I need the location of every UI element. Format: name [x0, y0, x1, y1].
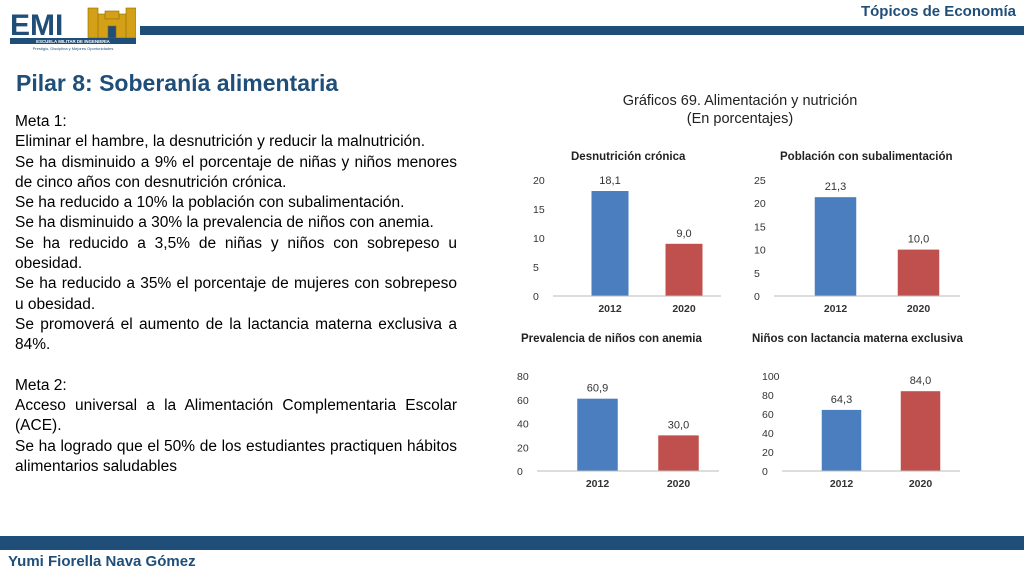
y-tick-label: 60 — [517, 395, 529, 407]
y-tick-label: 25 — [754, 175, 766, 187]
y-tick-label: 5 — [533, 262, 539, 274]
bullet-item: Se ha reducido a 10% la población con su… — [15, 194, 405, 212]
x-tick-label: 2020 — [667, 478, 691, 490]
data-label: 30,0 — [668, 419, 689, 431]
data-label: 21,3 — [825, 181, 846, 193]
bullet-item: Se promoverá el aumento de la lactancia … — [15, 315, 457, 354]
data-label: 18,1 — [599, 175, 620, 187]
charts-title: Gráficos 69. Alimentación y nutrición — [622, 93, 858, 109]
bullet-item: Se ha disminuido a 30% la prevalencia de… — [15, 214, 434, 232]
text-column: Meta 1: Eliminar el hambre, la desnutric… — [15, 112, 457, 477]
bullet-item: Se ha disminuido a 9% el porcentaje de n… — [15, 153, 457, 191]
slide-title: Pilar 8: Soberanía alimentaria — [16, 70, 339, 96]
y-tick-label: 20 — [517, 442, 529, 454]
y-tick-label: 60 — [762, 409, 774, 421]
y-tick-label: 0 — [754, 291, 760, 303]
charts-subtitle: (En porcentajes) — [686, 111, 794, 127]
meta1-heading: Meta 1: — [15, 113, 67, 130]
y-tick-label: 15 — [754, 221, 766, 233]
chart-title: Desnutrición crónica — [571, 151, 686, 163]
bullet-item: Se ha reducido a 3,5% de niñas y niños c… — [15, 234, 457, 273]
y-tick-label: 10 — [533, 233, 545, 245]
y-tick-label: 0 — [762, 466, 768, 478]
meta2-result: Se ha logrado que el 50% de los estudian… — [15, 437, 457, 476]
bar — [814, 197, 857, 296]
x-tick-label: 2020 — [909, 478, 933, 490]
data-label: 84,0 — [910, 375, 931, 387]
castle-icon — [87, 7, 136, 39]
chart-anemia: Prevalencia de niños con anemia 0 20 40 60 80… — [517, 333, 719, 490]
header-bar — [140, 26, 1024, 35]
footer-bar — [0, 536, 1024, 550]
data-label: 10,0 — [908, 234, 929, 246]
y-tick-label: 40 — [762, 428, 774, 440]
logo-band — [10, 38, 136, 44]
data-label: 64,3 — [831, 394, 852, 406]
logo-text: EMI — [10, 9, 63, 42]
y-tick-label: 15 — [533, 204, 545, 216]
y-tick-label: 80 — [762, 390, 774, 402]
author-name: Yumi Fiorella Nava Gómez — [8, 553, 196, 570]
y-tick-label: 10 — [754, 245, 766, 257]
emi-logo: EMI ESCUELA MILITAR DE INGENIERIA Presti… — [10, 7, 136, 51]
data-label: 60,9 — [587, 383, 608, 395]
x-tick-label: 2020 — [672, 303, 696, 315]
logo-motto: Prestigio, Disciplina y Mejores Oportuni… — [33, 46, 114, 51]
bar — [821, 409, 862, 471]
chart-desnutricion: Desnutrición crónica 0 5 10 15 20 18,1 2012 9,0 2… — [533, 151, 721, 315]
topic-label: Tópicos de Economía — [860, 3, 1016, 20]
y-tick-label: 20 — [533, 175, 545, 187]
y-tick-label: 40 — [517, 419, 529, 431]
chart-lactancia: Niños con lactancia materna exclusiva 0 20… — [752, 333, 964, 490]
charts-heading: Gráficos 69. Alimentación y nutrición (E… — [540, 92, 940, 128]
meta2-goal: Acceso universal a la Alimentación Compl… — [15, 397, 457, 435]
y-tick-label: 0 — [517, 466, 523, 478]
y-tick-label: 80 — [517, 371, 529, 383]
chart-title: Prevalencia de niños con anemia — [521, 333, 702, 345]
y-tick-label: 20 — [762, 447, 774, 459]
bar — [900, 391, 941, 471]
x-tick-label: 2012 — [586, 478, 610, 490]
meta1-goal: Eliminar el hambre, la desnutrición y re… — [15, 133, 426, 151]
bar — [658, 435, 699, 471]
y-tick-label: 100 — [762, 371, 780, 383]
y-tick-label: 0 — [533, 291, 539, 303]
meta2-heading: Meta 2: — [15, 376, 67, 394]
y-tick-label: 5 — [754, 268, 760, 280]
x-tick-label: 2012 — [598, 303, 622, 315]
bar — [577, 398, 618, 471]
chart-title: Niños con lactancia materna exclusiva — [752, 333, 964, 345]
x-tick-label: 2020 — [907, 303, 931, 315]
chart-title: Población con subalimentación — [780, 151, 953, 163]
logo-subtitle: ESCUELA MILITAR DE INGENIERIA — [36, 39, 110, 44]
x-tick-label: 2012 — [824, 303, 848, 315]
bar — [665, 243, 703, 296]
chart-subalimentacion: Población con subalimentación 0 5 10 15 20 25 2… — [754, 151, 960, 315]
bar — [591, 191, 629, 296]
bar — [897, 249, 940, 296]
x-tick-label: 2012 — [830, 478, 854, 490]
data-label: 9,0 — [676, 228, 691, 240]
bullet-item: Se ha reducido a 35% el porcentaje de mu… — [15, 275, 457, 313]
y-tick-label: 20 — [754, 198, 766, 210]
